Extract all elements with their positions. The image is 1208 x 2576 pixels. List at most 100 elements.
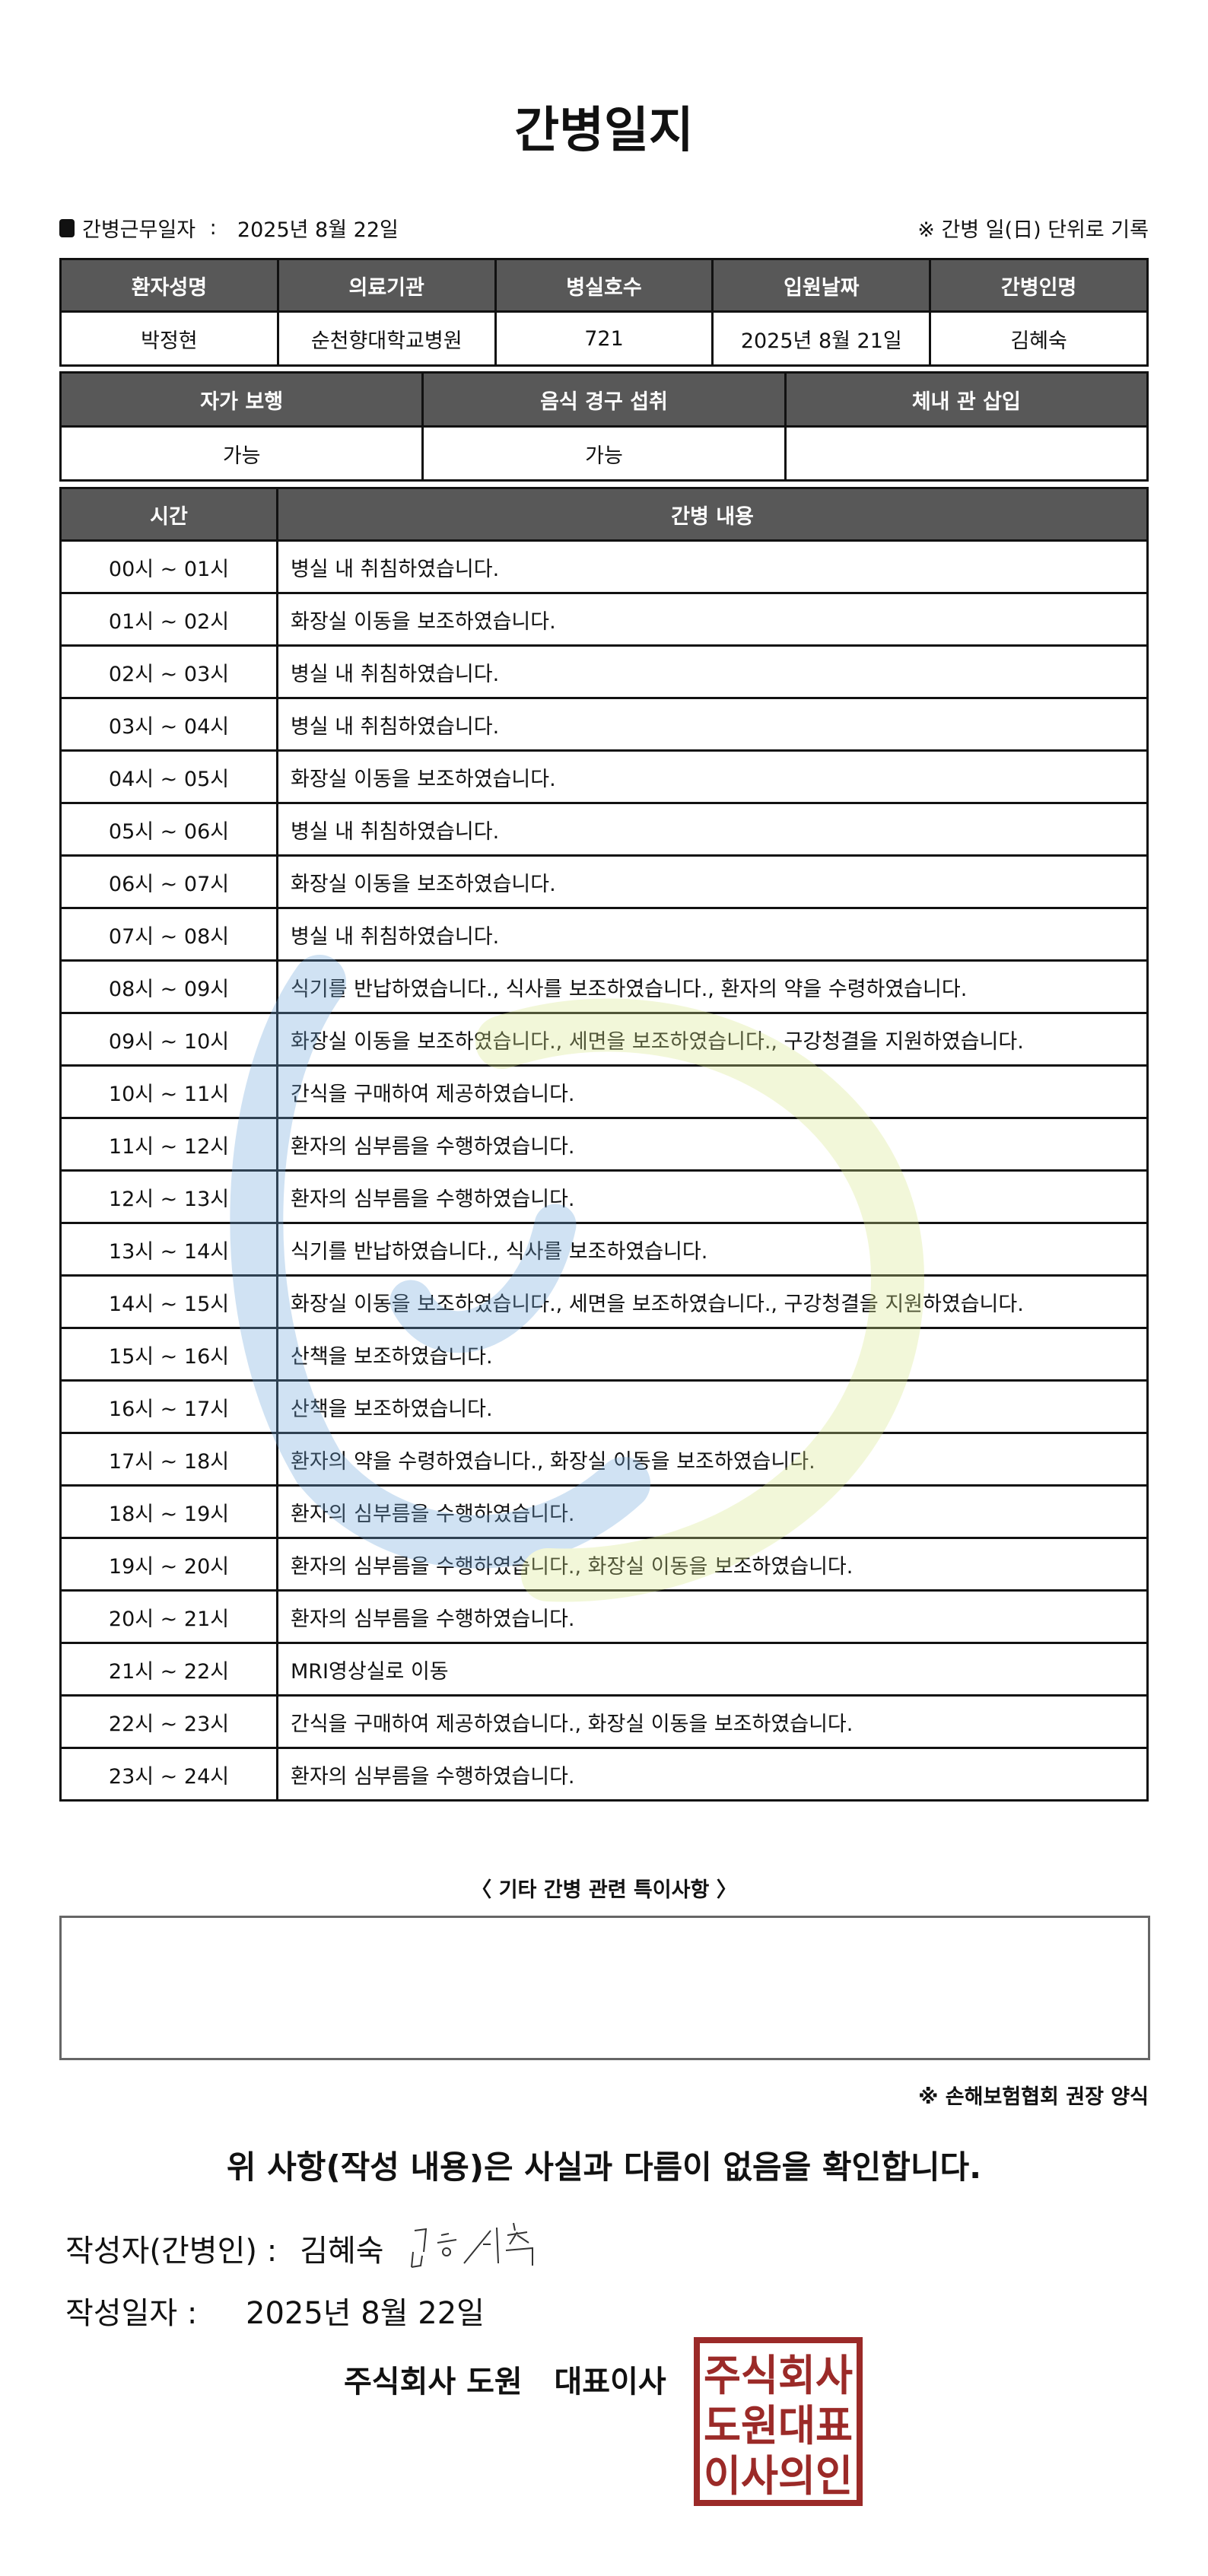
work-date-label: 간병근무일자 [82,218,196,242]
table-row: 17시 ~ 18시 환자의 약을 수령하였습니다., 화장실 이동을 보조하였습니… [59,1432,1149,1487]
content-cell: 병실 내 취침하였습니다. [276,802,1149,857]
table-row: 06시 ~ 07시 화장실 이동을 보조하였습니다. [59,854,1149,909]
time-cell: 08시 ~ 09시 [59,959,278,1014]
oral-intake: 가능 [421,425,787,482]
table-row: 01시 ~ 02시 화장실 이동을 보조하였습니다. [59,592,1149,647]
page-title: 간병일지 [514,103,694,159]
content-cell: 병실 내 취침하였습니다. [276,697,1149,752]
header-cell: 의료기관 [276,258,497,313]
time-cell: 16시 ~ 17시 [59,1379,278,1434]
header-cell: 환자성명 [59,258,279,313]
table-row: 00시 ~ 01시 병실 내 취침하였습니다. [59,539,1149,594]
table-row: 11시 ~ 12시 환자의 심부름을 수행하였습니다. [59,1117,1149,1172]
care-log-table: 시간 간병 내용 00시 ~ 01시 병실 내 취침하였습니다. 01시 ~ 02시… [59,487,1149,1802]
table-row: 02시 ~ 03시 병실 내 취침하였습니다. [59,644,1149,699]
content-cell: 간식을 구매하여 제공하였습니다. [276,1064,1149,1119]
bullet-square-icon [59,218,75,237]
header-time: 시간 [59,487,278,542]
content-cell: 산책을 보조하였습니다. [276,1327,1149,1382]
colon: : [203,216,230,240]
time-cell: 15시 ~ 16시 [59,1327,278,1382]
time-cell: 19시 ~ 20시 [59,1537,278,1592]
table-row: 22시 ~ 23시 간식을 구매하여 제공하였습니다., 화장실 이동을 보조하였… [59,1694,1149,1749]
header-cell: 체내 관 삽입 [784,371,1149,428]
table-row: 16시 ~ 17시 산책을 보조하였습니다. [59,1379,1149,1434]
time-cell: 09시 ~ 10시 [59,1012,278,1067]
patient-name: 박정현 [59,310,279,367]
work-date-value: 2025년 8월 22일 [237,218,399,242]
content-cell: 화장실 이동을 보조하였습니다. [276,749,1149,804]
room-number: 721 [494,310,714,367]
header-cell: 간병인명 [929,258,1149,313]
table-row: 08시 ~ 09시 식기를 반납하였습니다., 식사를 보조하였습니다., 환자의… [59,959,1149,1014]
notes-title: 〈 기타 간병 관련 특이사항 〉 [471,1878,737,1902]
content-cell: 환자의 심부름을 수행하였습니다. [276,1747,1149,1802]
header-cell: 자가 보행 [59,371,424,428]
table-row: 03시 ~ 04시 병실 내 취침하였습니다. [59,697,1149,752]
table-row: 07시 ~ 08시 병실 내 취침하였습니다. [59,907,1149,962]
table-row: 13시 ~ 14시 식기를 반납하였습니다., 식사를 보조하였습니다. [59,1222,1149,1277]
handwritten-signature [410,2222,533,2268]
table-row: 20시 ~ 21시 환자의 심부름을 수행하였습니다. [59,1589,1149,1644]
content-cell: MRI영상실로 이동 [276,1642,1149,1697]
content-cell: 병실 내 취침하였습니다. [276,907,1149,962]
self-walking: 가능 [59,425,424,482]
content-cell: 화장실 이동을 보조하였습니다., 세면을 보조하였습니다., 구강청결을 지원… [276,1012,1149,1067]
content-cell: 화장실 이동을 보조하였습니다. [276,592,1149,647]
spacer [207,2296,236,2331]
table-row: 18시 ~ 19시 환자의 심부름을 수행하였습니다. [59,1484,1149,1539]
table-row: 09시 ~ 10시 화장실 이동을 보조하였습니다., 세면을 보조하였습니다.,… [59,1012,1149,1067]
table-row: 05시 ~ 06시 병실 내 취침하였습니다. [59,802,1149,857]
header-cell: 입원날짜 [711,258,932,313]
stamp-text: 주식회사 [704,2352,853,2401]
time-cell: 10시 ~ 11시 [59,1064,278,1119]
time-cell: 01시 ~ 02시 [59,592,278,647]
content-cell: 환자의 심부름을 수행하였습니다., 화장실 이동을 보조하였습니다. [276,1537,1149,1592]
header-content: 간병 내용 [276,487,1149,542]
written-date-label: 작성일자 : [65,2296,198,2331]
time-cell: 14시 ~ 15시 [59,1274,278,1329]
table-row: 23시 ~ 24시 환자의 심부름을 수행하였습니다. [59,1747,1149,1802]
time-cell: 23시 ~ 24시 [59,1747,278,1802]
content-cell: 간식을 구매하여 제공하였습니다., 화장실 이동을 보조하였습니다. [276,1694,1149,1749]
header-cell: 병실호수 [494,258,714,313]
content-cell: 환자의 심부름을 수행하였습니다. [276,1169,1149,1224]
content-cell: 환자의 심부름을 수행하였습니다. [276,1484,1149,1539]
table-row: 14시 ~ 15시 화장실 이동을 보조하였습니다., 세면을 보조하였습니다.,… [59,1274,1149,1329]
hospital: 순천향대학교병원 [276,310,497,367]
patient-table: 환자성명 의료기관 병실호수 입원날짜 간병인명 박정현 순천향대학교병원 72… [59,258,1149,367]
form-note: ※ 손해보험협회 권장 양식 [918,2085,1149,2109]
time-cell: 22시 ~ 23시 [59,1694,278,1749]
writer-name: 김혜숙 [300,2234,384,2269]
content-cell: 화장실 이동을 보조하였습니다., 세면을 보조하였습니다., 구강청결을 지원… [276,1274,1149,1329]
table-row: 19시 ~ 20시 환자의 심부름을 수행하였습니다., 화장실 이동을 보조하였… [59,1537,1149,1592]
table-row: 04시 ~ 05시 화장실 이동을 보조하였습니다. [59,749,1149,804]
time-cell: 03시 ~ 04시 [59,697,278,752]
tube-insertion [784,425,1149,482]
table-row: 21시 ~ 22시 MRI영상실로 이동 [59,1642,1149,1697]
content-cell: 병실 내 취침하였습니다. [276,644,1149,699]
time-cell: 20시 ~ 21시 [59,1589,278,1644]
notes-box [59,1916,1150,2060]
header-cell: 음식 경구 섭취 [421,371,787,428]
content-cell: 환자의 약을 수령하였습니다., 화장실 이동을 보조하였습니다. [276,1432,1149,1487]
time-cell: 11시 ~ 12시 [59,1117,278,1172]
time-cell: 00시 ~ 01시 [59,539,278,594]
content-cell: 환자의 심부름을 수행하였습니다. [276,1589,1149,1644]
stamp-text: 도원대표 [704,2402,853,2451]
time-cell: 13시 ~ 14시 [59,1222,278,1277]
table-row: 10시 ~ 11시 간식을 구매하여 제공하였습니다. [59,1064,1149,1119]
table-row: 15시 ~ 16시 산책을 보조하였습니다. [59,1327,1149,1382]
status-table: 자가 보행 음식 경구 섭취 체내 관 삽입 가능 가능 [59,371,1149,482]
time-cell: 12시 ~ 13시 [59,1169,278,1224]
time-cell: 02시 ~ 03시 [59,644,278,699]
written-date-value: 2025년 8월 22일 [246,2296,485,2331]
content-cell: 병실 내 취침하였습니다. [276,539,1149,594]
record-note: ※ 간병 일(日) 단위로 기록 [917,218,1149,242]
time-cell: 17시 ~ 18시 [59,1432,278,1487]
stamp-text: 이사의인 [704,2452,853,2501]
content-cell: 환자의 심부름을 수행하였습니다. [276,1117,1149,1172]
confirmation-statement: 위 사항(작성 내용)은 사실과 다름이 없음을 확인합니다. [226,2148,982,2186]
caregiver-name: 김혜숙 [929,310,1149,367]
time-cell: 21시 ~ 22시 [59,1642,278,1697]
